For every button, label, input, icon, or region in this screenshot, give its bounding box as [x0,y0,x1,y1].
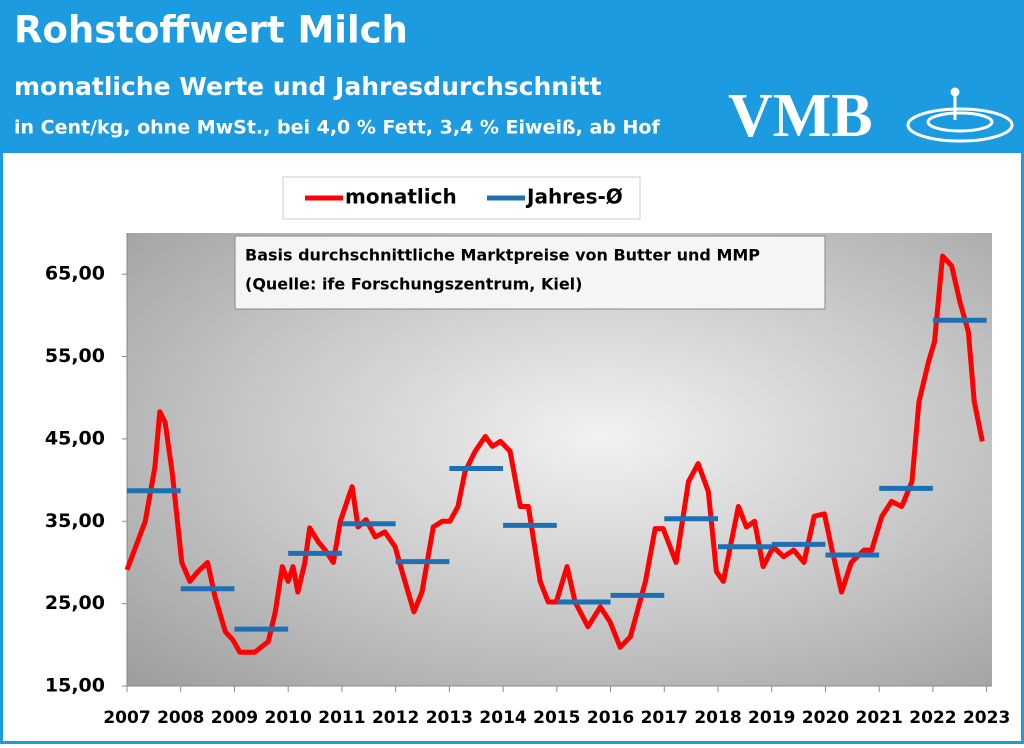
x-tick-label: 2007 [103,708,150,728]
y-tick-label: 25,00 [45,592,105,614]
subtitle: monatliche Werte und Jahresdurchschnitt [14,72,602,101]
annotation-box [234,235,826,310]
x-tick-label: 2018 [694,708,741,728]
annotation: Basis durchschnittliche Marktpreise von … [245,246,760,265]
unit-note: in Cent/kg, ohne MwSt., bei 4,0 % Fett, … [14,117,660,139]
x-tick-label: 2023 [963,708,1010,728]
y-tick-label: 15,00 [45,675,105,697]
x-tick-label: 2015 [533,708,580,728]
x-tick-label: 2012 [372,708,419,728]
y-tick-label: 55,00 [45,345,105,367]
chart-title: Rohstoffwert Milch [14,9,408,52]
x-tick-label: 2021 [856,708,903,728]
legend-label: monatlich [345,185,457,209]
legend-label: Jahres-Ø [525,185,623,209]
x-tick-label: 2014 [479,708,526,728]
x-tick-label: 2020 [802,708,849,728]
logo-icon [906,87,1014,143]
x-tick-label: 2008 [157,708,204,728]
monthly-line [124,253,985,655]
x-tick-label: 2019 [748,708,795,728]
logo: VMB [728,82,873,150]
y-tick-label: 45,00 [45,427,105,449]
x-tick-label: 2016 [587,708,634,728]
x-tick-label: 2013 [426,708,473,728]
x-tick-label: 2017 [641,708,688,728]
y-tick-label: 65,00 [45,263,105,285]
x-tick-label: 2010 [265,708,312,728]
annotation: (Quelle: ife Forschungszentrum, Kiel) [245,275,582,294]
x-tick-label: 2009 [211,708,258,728]
x-tick-label: 2011 [318,708,365,728]
y-tick-label: 35,00 [45,510,105,532]
x-tick-label: 2022 [909,708,956,728]
